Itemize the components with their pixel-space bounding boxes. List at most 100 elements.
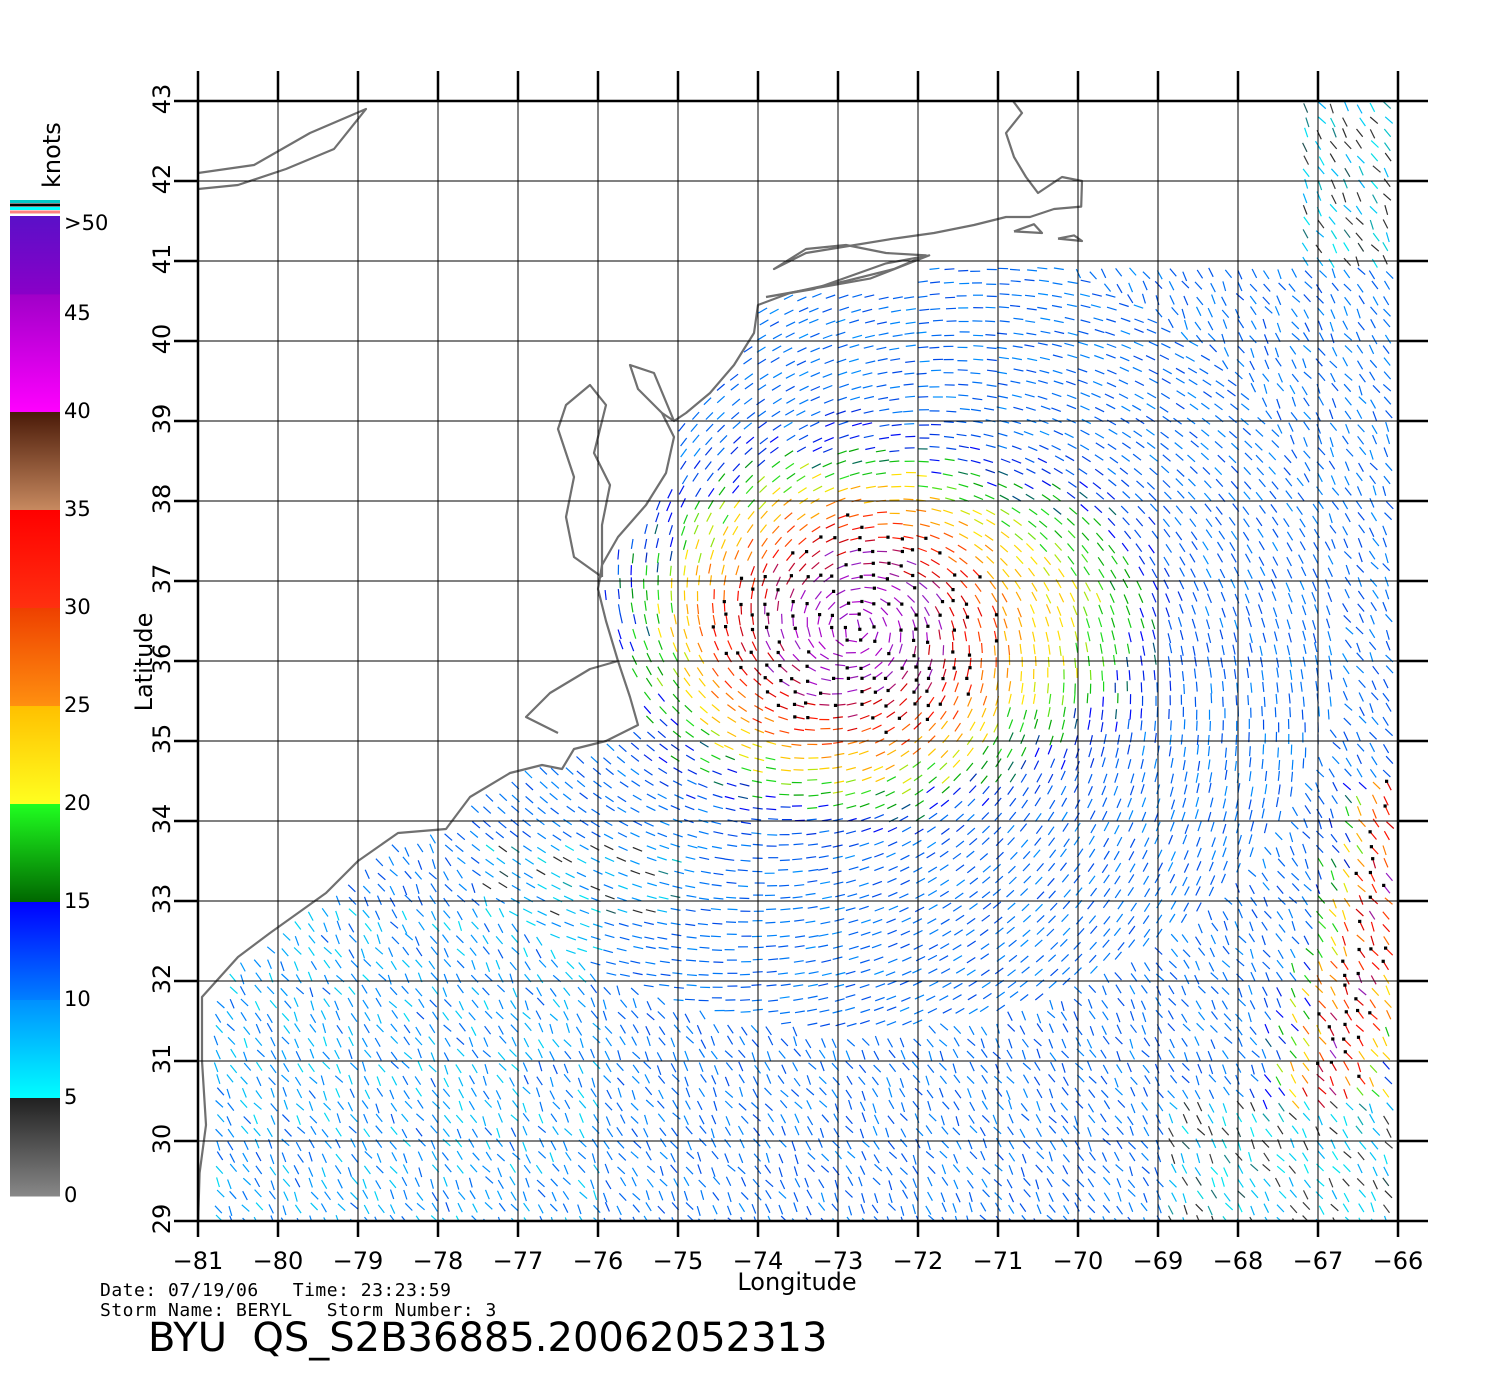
wind-vector [241,1204,250,1212]
rain-flag-marker [951,588,955,592]
wind-vector [968,980,978,987]
wind-vector [1061,874,1070,883]
wind-vector [1024,483,1034,490]
wind-vector [1221,360,1229,370]
wind-vector [1302,620,1307,630]
wind-vector [1289,972,1297,981]
wind-vector [495,1138,503,1147]
wind-vector [952,944,962,951]
wind-vector [1116,1064,1123,1074]
wind-vector [1141,745,1145,756]
wind-vector [906,560,917,566]
wind-vector [1301,1128,1307,1139]
wind-vector [832,1009,843,1014]
wind-vector [1209,1153,1214,1164]
wind-vector [523,1202,530,1212]
wind-vector [658,805,668,811]
wind-vector [1371,756,1378,766]
wind-vector [1083,566,1090,576]
wind-vector [753,946,764,949]
wind-vector [939,1050,944,1061]
wind-vector [928,1113,937,1122]
wind-vector [1242,531,1250,541]
wind-vector [1304,997,1311,1007]
wind-vector [731,398,741,406]
wind-vector [1178,543,1186,553]
wind-vector [874,866,884,872]
colorbar-stripe [10,210,60,214]
rain-flag-marker [884,730,888,734]
wind-vector [735,565,740,576]
wind-vector [320,1010,327,1020]
wind-vector [940,750,949,759]
wind-vector [536,846,547,854]
wind-vector [1062,1076,1069,1086]
wind-vector [746,412,756,420]
wind-vector [657,693,665,702]
wind-vector [1331,1190,1338,1200]
wind-vector [1286,645,1291,656]
wind-vector [1342,357,1349,367]
wind-vector [1102,1165,1111,1174]
wind-vector [1371,883,1378,894]
wind-vector [579,1191,588,1200]
wind-vector [323,1217,327,1221]
wind-vector [770,356,780,364]
wind-vector [698,552,702,563]
wind-vector [696,1206,701,1216]
wind-vector [656,677,664,687]
wind-vector [759,524,767,533]
wind-vector [794,1125,800,1136]
wind-vector [1116,1051,1121,1061]
wind-vector [1026,369,1037,373]
wind-vector [1109,456,1119,464]
wind-vector [1039,430,1050,436]
wind-vector [1288,632,1292,643]
wind-vector [848,931,859,936]
wind-vector [284,1000,292,1009]
wind-vector [1111,617,1116,628]
wind-vector [1021,694,1025,705]
wind-vector [1358,1050,1365,1060]
wind-vector [1207,593,1212,604]
wind-vector [887,1038,894,1048]
rain-flag-marker [913,702,917,706]
wind-vector [785,332,795,338]
wind-vector [1034,718,1039,729]
wind-vector [670,922,681,926]
wind-vector [1128,939,1136,948]
wind-vector [632,1216,636,1221]
wind-vector [819,1087,827,1096]
wind-vector [617,549,620,560]
wind-vector [522,1191,527,1202]
wind-vector [1370,935,1375,946]
wind-vector [737,690,746,699]
wind-vector [1167,1010,1174,1020]
wind-vector [389,885,396,896]
wind-vector [861,789,871,795]
wind-vector [1369,652,1374,662]
wind-vector [740,728,751,735]
wind-vector [724,1090,734,1098]
wind-vector [820,666,831,671]
wind-vector [376,1087,384,1097]
wind-vector [686,615,690,626]
wind-vector [510,1203,519,1212]
wind-vector [1035,1191,1040,1202]
wind-vector [551,781,560,789]
wind-vector [799,371,809,377]
wind-vector [1118,379,1129,385]
wind-vector [647,731,656,739]
wind-vector [1100,1075,1108,1085]
wind-vector [1302,843,1307,854]
wind-vector [942,902,952,909]
wind-vector [282,1086,287,1097]
wind-vector [578,1064,584,1074]
wind-vector [647,882,657,887]
wind-vector [812,446,823,452]
wind-vector [1031,617,1036,628]
wind-vector [927,889,938,897]
wind-vector [1181,1075,1190,1084]
wind-vector [1211,1138,1217,1149]
wind-vector [899,1180,907,1189]
